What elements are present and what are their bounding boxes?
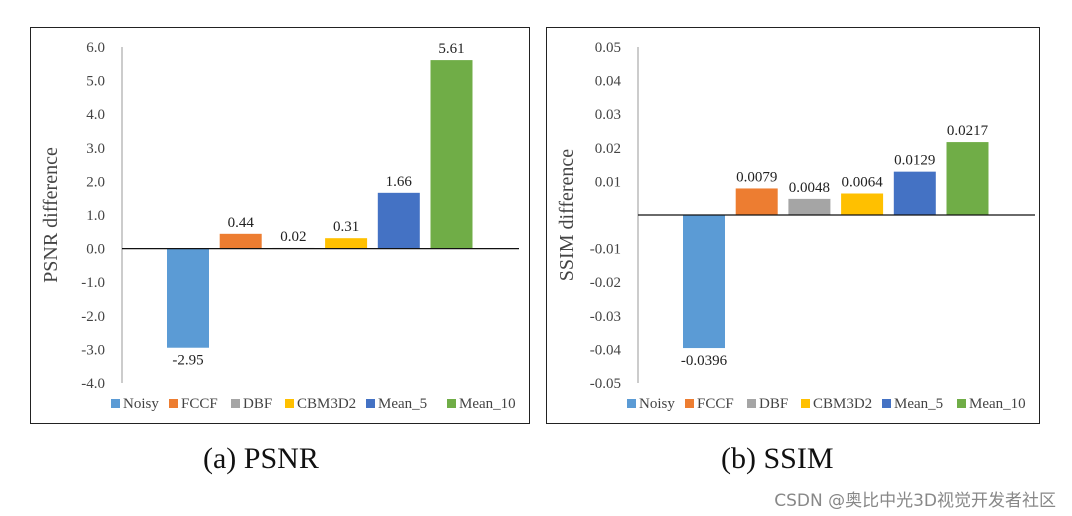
ssim-legend-label: FCCF [697, 396, 734, 412]
psnr-legend-label: Noisy [123, 396, 159, 412]
ssim-y-tick-label: 0.03 [595, 107, 621, 123]
ssim-data-label: 0.0129 [894, 153, 935, 169]
ssim-chart: 0.05 0.04 0.03 0.02 0.01 -0.01 -0.02 -0.03 -0.04… [556, 40, 1035, 412]
ssim-y-axis-title: SSIM difference [556, 149, 578, 281]
psnr-bar-cbm3d2 [325, 238, 368, 249]
watermark: CSDN @奥比中光3D视觉开发者社区 [774, 491, 1056, 511]
psnr-legend-label: DBF [243, 396, 272, 412]
psnr-bar-fccf [219, 233, 262, 249]
ssim-legend-swatch [801, 399, 810, 408]
psnr-y-axis-title: PSNR difference [40, 147, 62, 283]
ssim-legend-label: DBF [759, 396, 788, 412]
ssim-bar-fccf [735, 188, 778, 215]
psnr-bar-mean-5 [377, 192, 420, 249]
ssim-legend-swatch [882, 399, 891, 408]
ssim-chart-panel: 0.05 0.04 0.03 0.02 0.01 -0.01 -0.02 -0.03 -0.04… [546, 27, 1040, 424]
psnr-data-label: 0.02 [280, 229, 306, 245]
psnr-y-tick-label: 2.0 [86, 174, 105, 190]
ssim-legend-label: Mean_10 [969, 396, 1026, 412]
ssim-y-tick-label: -0.05 [590, 376, 621, 392]
ssim-legend-label: Mean_5 [894, 396, 943, 412]
psnr-legend-swatch [169, 399, 178, 408]
psnr-legend-label: FCCF [181, 396, 218, 412]
ssim-legend-swatch [747, 399, 756, 408]
ssim-bar-mean-5 [893, 171, 936, 215]
psnr-data-label: 0.31 [333, 219, 359, 235]
psnr-legend-label: Mean_10 [459, 396, 516, 412]
psnr-caption: (a) PSNR [203, 442, 319, 475]
ssim-y-tick-label: -0.03 [590, 309, 621, 325]
psnr-y-tick-label: -1.0 [81, 275, 105, 291]
ssim-bar-dbf [788, 198, 831, 215]
ssim-legend-label: Noisy [639, 396, 675, 412]
psnr-data-label: -2.95 [172, 353, 203, 369]
psnr-chart-panel: 6.0 5.0 4.0 3.0 2.0 1.0 0.0 -1.0 -2.0 -3.0 -4.0 PSN… [30, 27, 530, 424]
ssim-y-tick-label: 0.01 [595, 174, 621, 190]
psnr-data-label: 5.61 [438, 41, 464, 57]
psnr-legend-swatch [285, 399, 294, 408]
psnr-legend-label: Mean_5 [378, 396, 427, 412]
psnr-chart: 6.0 5.0 4.0 3.0 2.0 1.0 0.0 -1.0 -2.0 -3.0 -4.0 PSN… [40, 40, 519, 412]
psnr-y-tick-label: -2.0 [81, 309, 105, 325]
ssim-y-tick-label: 0.02 [595, 141, 621, 157]
ssim-data-label: 0.0079 [736, 169, 777, 185]
ssim-bar-mean-10 [946, 142, 989, 215]
psnr-y-tick-label: 5.0 [86, 74, 105, 90]
psnr-y-tick-label: 0.0 [86, 242, 105, 258]
psnr-legend-swatch [111, 399, 120, 408]
ssim-y-tick-label: 0.05 [595, 40, 621, 56]
psnr-y-tick-label: 3.0 [86, 141, 105, 157]
psnr-bar-mean-10 [430, 60, 473, 249]
psnr-y-tick-label: 6.0 [86, 40, 105, 56]
psnr-data-label: 1.66 [386, 174, 413, 190]
ssim-y-tick-label: -0.04 [590, 342, 622, 358]
psnr-bar-noisy [167, 248, 209, 348]
ssim-legend-swatch [627, 399, 636, 408]
ssim-legend-swatch [957, 399, 966, 408]
ssim-data-label: 0.0064 [841, 174, 883, 190]
ssim-y-tick-label: 0.04 [595, 74, 622, 90]
psnr-legend-swatch [366, 399, 375, 408]
psnr-y-tick-label: -4.0 [81, 376, 105, 392]
psnr-data-label: 0.44 [228, 215, 255, 231]
psnr-legend-swatch [447, 399, 456, 408]
ssim-legend-swatch [685, 399, 694, 408]
ssim-data-label: 0.0048 [789, 180, 830, 196]
psnr-legend-swatch [231, 399, 240, 408]
ssim-y-tick-label: -0.02 [590, 275, 621, 291]
ssim-bar-noisy [683, 215, 725, 349]
ssim-caption: (b) SSIM [721, 442, 834, 475]
psnr-y-tick-label: 4.0 [86, 107, 105, 123]
ssim-data-label: -0.0396 [681, 353, 728, 369]
ssim-y-tick-label: -0.01 [590, 242, 621, 258]
ssim-bar-cbm3d2 [841, 193, 884, 215]
ssim-data-label: 0.0217 [947, 123, 989, 139]
psnr-y-tick-label: -3.0 [81, 342, 105, 358]
psnr-y-tick-label: 1.0 [86, 208, 105, 224]
ssim-legend-label: CBM3D2 [813, 396, 872, 412]
psnr-legend-label: CBM3D2 [297, 396, 356, 412]
